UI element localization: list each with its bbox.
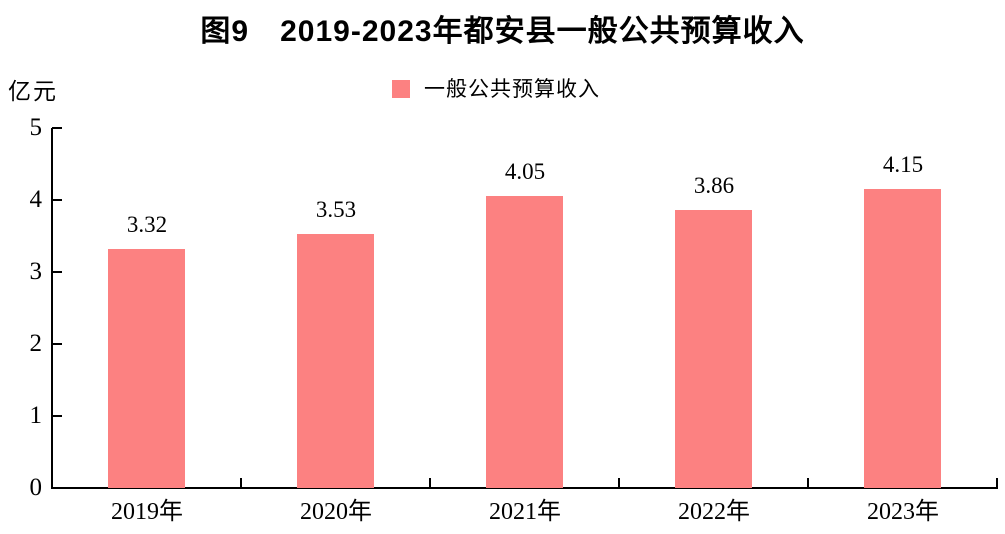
y-axis-tick-label: 3 xyxy=(29,258,43,285)
x-axis-category-label: 2023年 xyxy=(867,499,939,525)
x-axis-tick xyxy=(429,478,431,488)
y-axis-tick-label: 1 xyxy=(29,402,43,429)
bar-2022年 xyxy=(675,210,752,488)
x-axis-tick xyxy=(240,478,242,488)
bar-2021年 xyxy=(486,196,563,488)
bar-value-label: 4.05 xyxy=(504,159,546,184)
bar-value-label: 3.32 xyxy=(126,212,168,237)
y-axis-tick xyxy=(52,415,62,417)
x-axis-category-label: 2021年 xyxy=(489,499,561,525)
x-axis-line xyxy=(51,487,998,489)
y-axis-unit-label: 亿元 xyxy=(8,79,58,104)
x-axis-category-label: 2022年 xyxy=(678,499,750,525)
legend: 一般公共预算收入 xyxy=(392,78,600,100)
bar-2019年 xyxy=(108,249,185,488)
y-axis-tick-label: 2 xyxy=(29,330,43,357)
bar-2020年 xyxy=(297,234,374,488)
x-axis-tick xyxy=(807,478,809,488)
y-axis-tick xyxy=(52,127,62,129)
bar-value-label: 3.86 xyxy=(693,173,735,198)
x-axis-category-label: 2019年 xyxy=(111,499,183,525)
bar-value-label: 3.53 xyxy=(315,197,357,222)
x-axis-tick xyxy=(51,478,53,488)
chart-title: 图9 2019-2023年都安县一般公共预算收入 xyxy=(200,15,805,48)
y-axis-line xyxy=(51,128,53,488)
y-axis-tick-label: 0 xyxy=(29,474,43,501)
y-axis-tick xyxy=(52,487,62,489)
y-axis-tick-label: 5 xyxy=(29,114,43,141)
bar-2023年 xyxy=(864,189,941,488)
legend-label: 一般公共预算收入 xyxy=(424,77,600,101)
x-axis-tick xyxy=(996,478,998,488)
x-axis-category-label: 2020年 xyxy=(300,499,372,525)
y-axis-tick xyxy=(52,343,62,345)
x-axis-tick xyxy=(618,478,620,488)
bar-value-label: 4.15 xyxy=(882,152,924,177)
legend-swatch-icon xyxy=(392,80,410,98)
y-axis-tick xyxy=(52,199,62,201)
y-axis-tick xyxy=(52,271,62,273)
y-axis-tick-label: 4 xyxy=(29,186,43,213)
